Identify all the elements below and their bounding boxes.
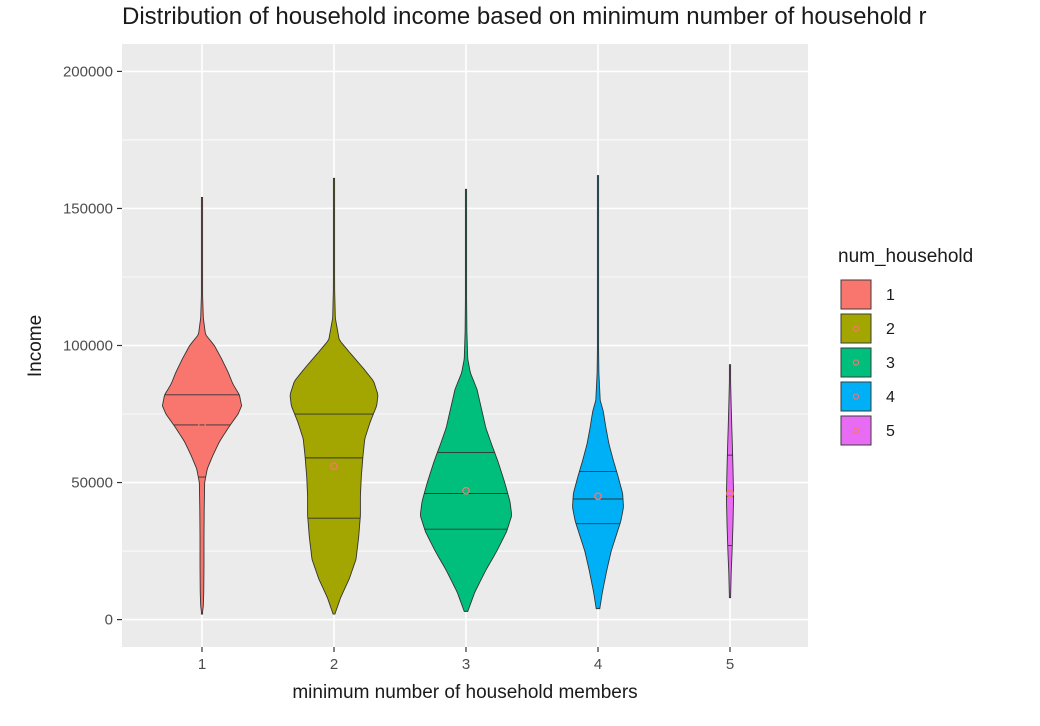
y-tick-label: 0 [105,612,113,629]
y-tick-label: 50000 [71,475,113,492]
legend-mean-marker [852,359,860,366]
y-tick-label: 100000 [63,338,113,355]
legend-mean-marker [852,325,860,332]
x-tick-label: 4 [594,656,602,673]
legend-swatch [840,279,872,310]
axes: 0 50000 100000 150000 200000 1 2 3 4 5 [63,63,734,673]
violin-body [725,364,735,599]
legend-mean-marker [852,427,860,434]
violin-body [161,197,243,615]
y-axis-title: Income [25,315,46,377]
violin-body [572,175,624,610]
chart-title: Distribution of household income based o… [122,3,926,30]
legend: num_household 1 2 3 4 5 [838,246,973,446]
x-tick-label: 3 [462,656,470,673]
legend-swatch [840,415,872,446]
legend-item-5: 5 [840,415,895,446]
violin-body [289,177,379,615]
x-tick-label: 2 [330,656,338,673]
violin-body [420,188,512,612]
violin-2 [289,177,379,615]
legend-label: 2 [886,321,895,338]
violin-4 [572,175,624,610]
mean-point [198,421,206,429]
mean-point [594,492,602,501]
mean-point [462,486,470,495]
legend-label: 5 [886,423,895,440]
legend-mean-marker [852,291,860,298]
legend-swatch [840,313,872,344]
y-tick-label: 150000 [63,200,113,217]
legend-swatch [840,347,872,378]
violin-5 [725,364,735,599]
mean-point [330,462,338,470]
y-tick-label: 200000 [63,63,113,80]
legend-title: num_household [838,246,973,267]
legend-label: 1 [886,287,895,304]
violins [161,175,735,615]
x-axis-title: minimum number of household members [292,682,637,703]
legend-item-1: 1 [840,279,895,310]
legend-label: 4 [886,389,895,406]
legend-label: 3 [886,355,895,372]
mean-point [726,489,734,498]
legend-item-3: 3 [840,347,895,378]
legend-swatch [840,381,872,412]
legend-item-4: 4 [840,381,895,412]
x-tick-label: 5 [726,656,734,673]
violin-1 [161,197,243,615]
legend-mean-marker [852,393,860,400]
x-tick-label: 1 [198,656,206,673]
violin-3 [420,188,512,612]
legend-item-2: 2 [840,313,895,344]
